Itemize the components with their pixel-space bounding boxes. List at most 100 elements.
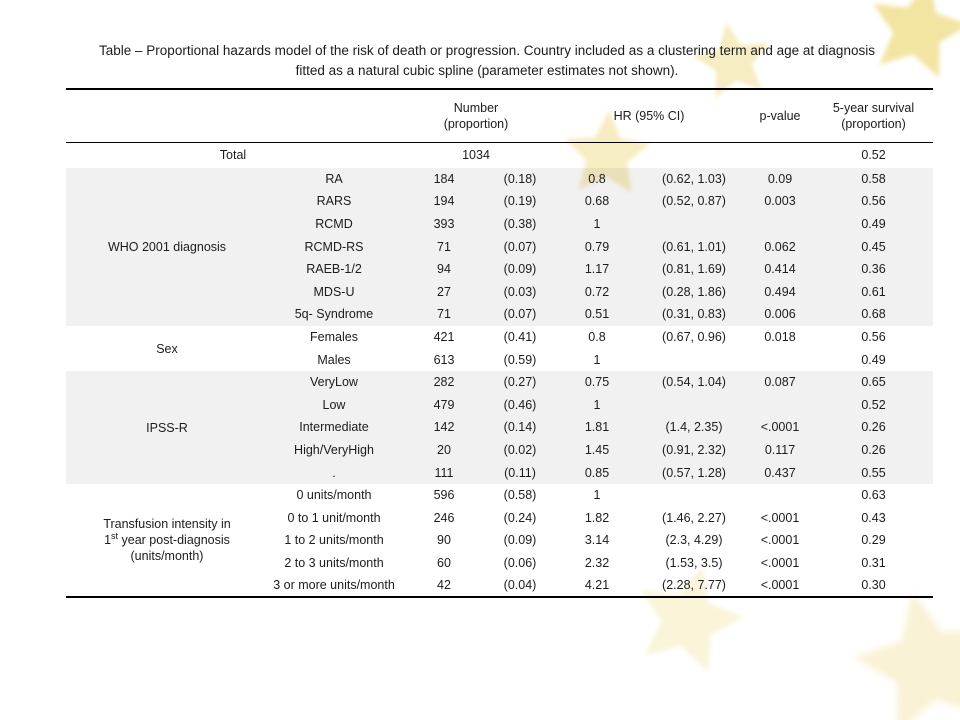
cell-hr: 2.32 bbox=[584, 555, 610, 570]
cell-surv: 0.49 bbox=[814, 213, 933, 236]
cell-p: <.0001 bbox=[760, 555, 800, 570]
cell-surv: 0.30 bbox=[861, 577, 886, 592]
cell-hr: 1 bbox=[593, 488, 601, 503]
cell-category: 0 units/month bbox=[296, 488, 372, 503]
cell-surv: 0.31 bbox=[861, 555, 886, 570]
cell-ci: (1.46, 2.27) bbox=[662, 510, 726, 525]
cell-n: 613 bbox=[433, 352, 455, 367]
cell-hr: 1.82 bbox=[584, 510, 610, 525]
table-row: Low 479 (0.46) 1 0.52 bbox=[66, 393, 933, 417]
header-survival: 5-year survival (proportion) bbox=[814, 89, 933, 142]
cell-surv: 0.55 bbox=[814, 461, 933, 485]
caption-line-2: fitted as a natural cubic spline (parame… bbox=[295, 63, 679, 78]
table-row: 5q- Syndrome 71 (0.07) 0.51 (0.31, 0.83) 0.00… bbox=[66, 303, 933, 327]
cell-category: Intermediate bbox=[268, 416, 400, 440]
cell-category: RCMD-RS bbox=[268, 235, 400, 259]
cell-p: 0.117 bbox=[746, 439, 814, 462]
cell-p: 0.087 bbox=[746, 371, 814, 394]
cell-hr: 0.85 bbox=[552, 461, 642, 485]
cell-n: 60 bbox=[437, 555, 451, 570]
cell-prop: (0.07) bbox=[488, 235, 552, 259]
cell-category: . bbox=[268, 461, 400, 485]
cell-surv: 0.45 bbox=[814, 235, 933, 259]
cell-hr: 0.79 bbox=[552, 235, 642, 259]
table-row: MDS-U 27 (0.03) 0.72 (0.28, 1.86) 0.494 0.61 bbox=[66, 280, 933, 304]
cell-category: 2 to 3 units/month bbox=[284, 555, 384, 570]
header-survival-line2: (proportion) bbox=[841, 116, 906, 131]
cell-hr: 0.72 bbox=[552, 280, 642, 304]
table-row: . 111 (0.11) 0.85 (0.57, 1.28) 0.437 0.55 bbox=[66, 461, 933, 485]
total-survival: 0.52 bbox=[861, 147, 886, 162]
total-number: 1034 bbox=[462, 147, 490, 162]
cell-prop: (0.24) bbox=[503, 510, 537, 525]
cell-hr: 0.8 bbox=[588, 329, 606, 344]
table-row: Males 613 (0.59) 1 0.49 bbox=[66, 349, 933, 372]
cell-ci: (0.91, 2.32) bbox=[642, 439, 746, 462]
cell-surv: 0.58 bbox=[814, 168, 933, 191]
cell-ci bbox=[642, 484, 746, 507]
table-row: Intermediate 142 (0.14) 1.81 (1.4, 2.35) <.00… bbox=[66, 416, 933, 440]
total-row: Total 1034 0.52 bbox=[66, 142, 933, 168]
cell-category: VeryLow bbox=[268, 371, 400, 394]
cell-category: Females bbox=[310, 329, 358, 344]
cell-hr: 0.75 bbox=[552, 371, 642, 394]
table-row: Sex Females 421 (0.41) 0.8 (0.67, 0.96) 0.018 0… bbox=[66, 326, 933, 356]
cell-ci bbox=[642, 349, 746, 372]
cell-ci: (2.3, 4.29) bbox=[665, 533, 723, 548]
cell-prop: (0.58) bbox=[503, 488, 537, 503]
cell-ci: (0.81, 1.69) bbox=[642, 258, 746, 281]
cell-n: 184 bbox=[400, 168, 488, 191]
cell-n: 421 bbox=[433, 329, 455, 344]
cell-p: <.0001 bbox=[760, 510, 800, 525]
cell-hr: 4.21 bbox=[584, 577, 610, 592]
cell-category: RCMD bbox=[268, 213, 400, 236]
cell-surv: 0.56 bbox=[861, 329, 886, 344]
cell-ci: (0.57, 1.28) bbox=[642, 461, 746, 485]
cell-ci: (0.52, 0.87) bbox=[642, 190, 746, 214]
cell-surv: 0.63 bbox=[861, 488, 886, 503]
cell-hr: 1 bbox=[593, 352, 601, 367]
cell-p: 0.414 bbox=[746, 258, 814, 281]
table-row: RCMD-RS 71 (0.07) 0.79 (0.61, 1.01) 0.062 0.45 bbox=[66, 235, 933, 259]
cell-n: 246 bbox=[433, 510, 455, 525]
cell-p: <.0001 bbox=[760, 577, 800, 592]
cell-surv: 0.68 bbox=[814, 303, 933, 327]
cell-p: 0.494 bbox=[746, 280, 814, 304]
cell-prop: (0.06) bbox=[503, 555, 537, 570]
header-hr: HR (95% CI) bbox=[613, 108, 685, 123]
header-pvalue: p-value bbox=[759, 108, 801, 123]
table-row: 2 to 3 units/month 60 (0.06) 2.32 (1.53, 3.5… bbox=[66, 552, 933, 575]
cell-prop: (0.46) bbox=[488, 393, 552, 417]
cell-hr: 1.81 bbox=[552, 416, 642, 440]
table-caption: Table – Proportional hazards model of th… bbox=[42, 41, 932, 81]
cell-p bbox=[746, 484, 814, 507]
cell-hr: 0.68 bbox=[552, 190, 642, 214]
cell-ci: (0.61, 1.01) bbox=[642, 235, 746, 259]
cell-prop: (0.14) bbox=[488, 416, 552, 440]
cell-n: 596 bbox=[433, 488, 455, 503]
header-empty bbox=[66, 89, 400, 142]
cell-hr: 1.17 bbox=[552, 258, 642, 281]
cell-category: RA bbox=[268, 168, 400, 191]
cell-n: 194 bbox=[400, 190, 488, 214]
table-body: Total 1034 0.52 WHO 2001 diagnosis RA 184(… bbox=[66, 142, 933, 597]
cell-p: 0.006 bbox=[746, 303, 814, 327]
cell-n: 111 bbox=[400, 461, 488, 485]
cell-p: 0.09 bbox=[746, 168, 814, 191]
cell-n: 94 bbox=[400, 258, 488, 281]
cell-hr: 1.45 bbox=[552, 439, 642, 462]
total-pvalue bbox=[746, 142, 814, 168]
cell-ci bbox=[642, 393, 746, 417]
hazards-table: Number (proportion) HR (95% CI) p-value … bbox=[66, 88, 933, 599]
cell-n: 20 bbox=[400, 439, 488, 462]
cell-surv: 0.26 bbox=[814, 439, 933, 462]
cell-ci: (0.28, 1.86) bbox=[642, 280, 746, 304]
cell-p: 0.437 bbox=[746, 461, 814, 485]
cell-n: 142 bbox=[400, 416, 488, 440]
cell-n: 42 bbox=[437, 577, 451, 592]
header-survival-line1: 5-year survival bbox=[832, 100, 915, 115]
cell-prop: (0.59) bbox=[503, 352, 537, 367]
cell-category: RARS bbox=[268, 190, 400, 214]
cell-ci: (1.4, 2.35) bbox=[642, 416, 746, 440]
